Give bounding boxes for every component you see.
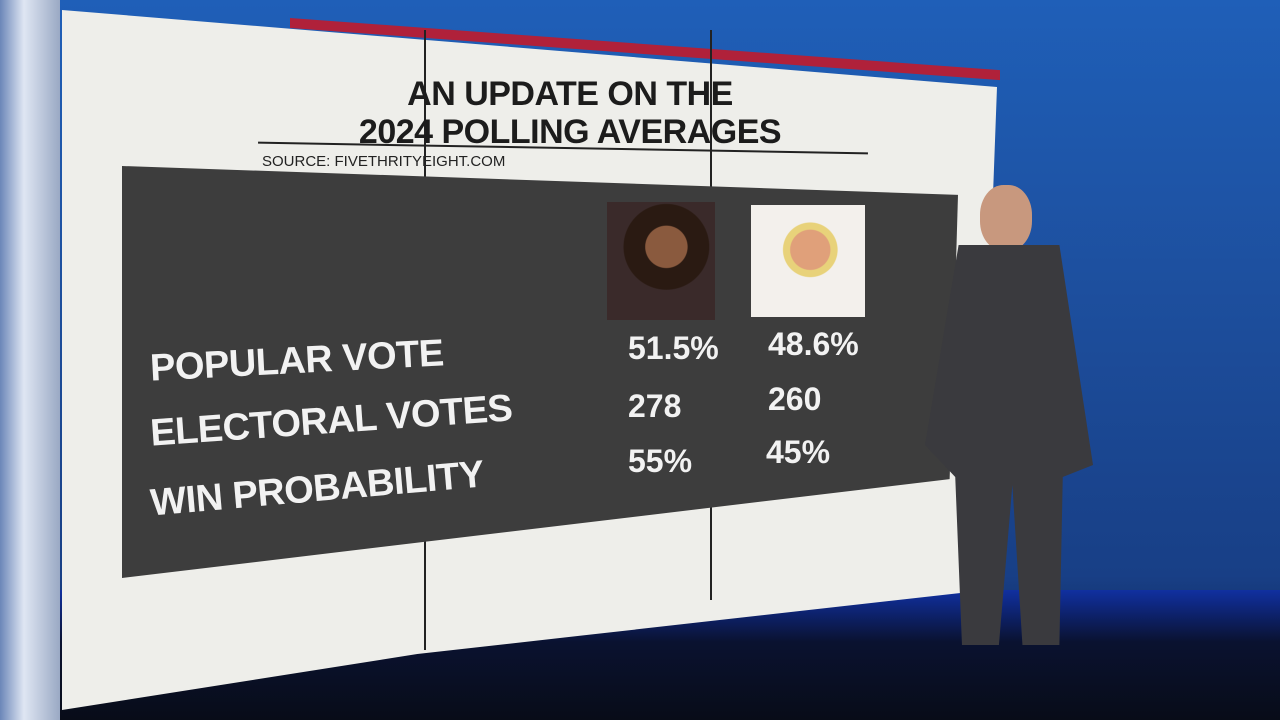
candidate-photo-harris <box>607 202 715 320</box>
graphic-title: AN UPDATE ON THE 2024 POLLING AVERAGES <box>340 75 800 151</box>
harris-popular-vote: 51.5% <box>628 330 719 366</box>
trump-electoral-votes: 260 <box>768 381 822 417</box>
anchor-suit <box>925 245 1093 645</box>
harris-win-probability: 55% <box>628 443 693 479</box>
trump-popular-vote: 48.6% <box>768 326 859 362</box>
candidate-photo-trump <box>751 205 865 317</box>
studio-pillar <box>0 0 60 720</box>
anchor-head <box>980 185 1032 251</box>
title-line-1: AN UPDATE ON THE <box>407 75 733 113</box>
harris-electoral-votes: 278 <box>628 388 682 424</box>
source-text: SOURCE: FIVETHRITYEIGHT.COM <box>262 153 506 170</box>
news-anchor <box>925 185 1095 655</box>
trump-win-probability: 45% <box>766 434 831 470</box>
